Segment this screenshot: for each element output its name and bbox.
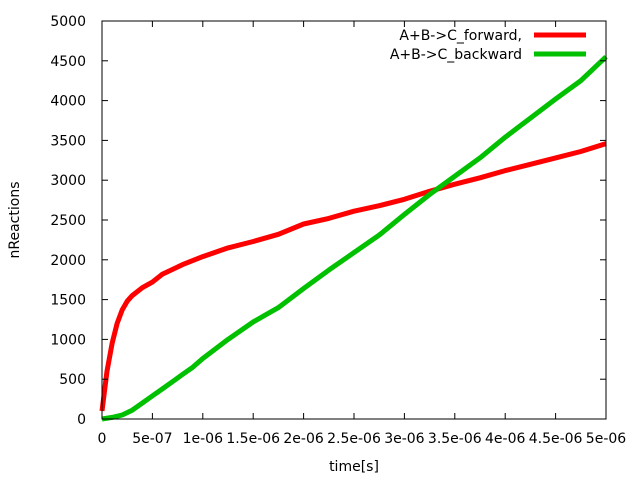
y-axis-label: nReactions <box>7 182 23 259</box>
legend: A+B->C_forward, A+B->C_backward <box>390 28 586 63</box>
x-axis-label: time[s] <box>329 459 379 475</box>
y-tick-label: 4000 <box>50 94 86 110</box>
x-tick-label: 1e-06 <box>183 431 223 447</box>
ticks-layer: 0 500 1000 1500 2000 2500 3000 3500 4000 4500 5000… <box>50 14 626 447</box>
y-tick-label: 0 <box>77 412 86 428</box>
x-tick-label: 3e-06 <box>384 431 424 447</box>
y-tick-label: 2000 <box>50 253 86 269</box>
x-tick-label: 2.5e-06 <box>327 431 381 447</box>
plot-frame <box>101 20 607 420</box>
x-tick-label: 4e-06 <box>485 431 525 447</box>
series-line-0 <box>99 141 607 412</box>
series-line-1 <box>101 54 608 422</box>
x-tick-label: 5e-06 <box>586 431 626 447</box>
x-tick-label: 2e-06 <box>283 431 323 447</box>
y-tick-label: 3000 <box>50 173 86 189</box>
y-tick-label: 5000 <box>50 14 86 30</box>
y-tick-label: 3500 <box>50 133 86 149</box>
y-tick-label: 1000 <box>50 332 86 348</box>
legend-label-0: A+B->C_forward, <box>399 28 522 44</box>
x-tick-label: 3.5e-06 <box>428 431 482 447</box>
x-tick-label: 0 <box>98 431 107 447</box>
x-tick-label: 4.5e-06 <box>529 431 583 447</box>
x-tick-label: 1.5e-06 <box>226 431 280 447</box>
y-tick-label: 4500 <box>50 54 86 70</box>
y-tick-label: 500 <box>59 372 86 388</box>
legend-label-1: A+B->C_backward <box>390 47 522 63</box>
y-tick-label: 1500 <box>50 293 86 309</box>
series-layer <box>99 54 608 422</box>
y-tick-label: 2500 <box>50 213 86 229</box>
x-tick-label: 5e-07 <box>132 431 172 447</box>
